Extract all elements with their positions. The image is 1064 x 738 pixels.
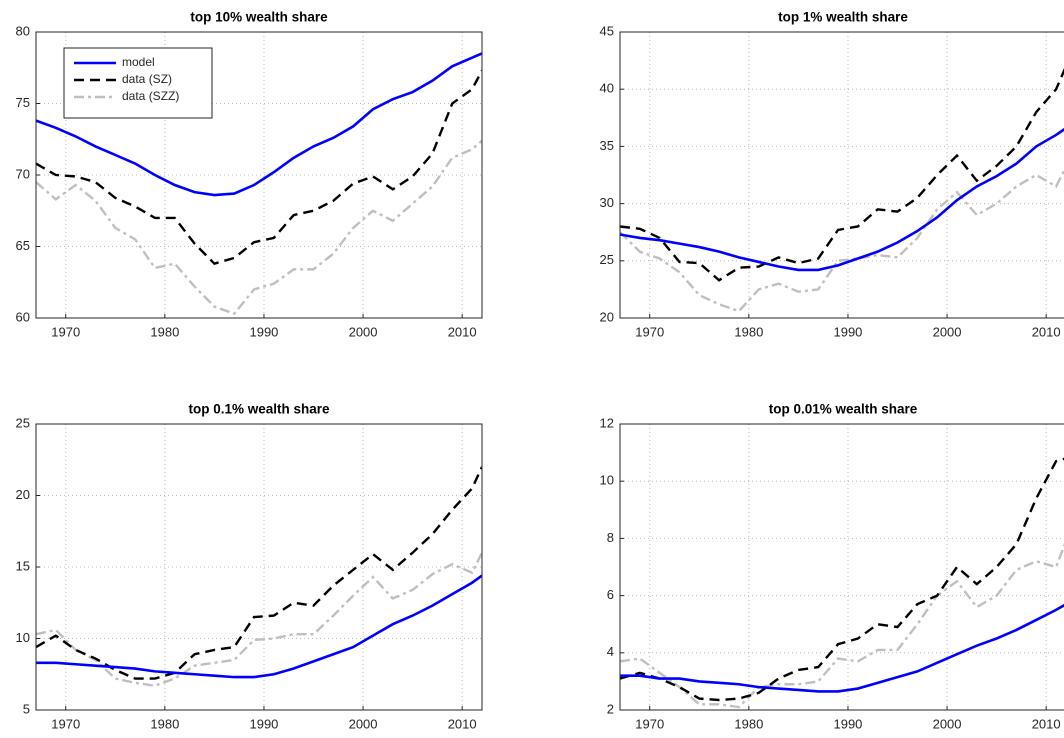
legend-box	[63, 47, 213, 119]
x-tick-label: 2010	[448, 716, 477, 731]
y-tick-label: 20	[16, 487, 30, 502]
x-tick-label: 1980	[150, 324, 179, 339]
panel: top 0.01% wealth share 1970 1980 1990 2000 20…	[600, 402, 1064, 731]
x-tick-label: 2000	[933, 324, 962, 339]
y-tick-label: 2	[607, 701, 614, 716]
panel: top 10% wealth share 1970 1980 1990 2000 2010…	[16, 10, 483, 339]
data-line	[36, 139, 482, 316]
data-line	[620, 168, 1064, 313]
y-tick-label: 12	[600, 415, 614, 430]
lines	[36, 52, 482, 316]
x-tick-label: 2010	[1032, 324, 1061, 339]
plot-area	[620, 424, 1064, 710]
x-tick-label: 1970	[51, 324, 80, 339]
y-tick-label: 5	[23, 701, 30, 716]
y-tick-label: 15	[16, 558, 30, 573]
x-tick-label: 2000	[349, 324, 378, 339]
y-tick-label: 60	[16, 309, 30, 324]
chart-title: top 1% wealth share	[778, 10, 908, 25]
data-line	[36, 52, 482, 197]
plot-area	[36, 424, 482, 710]
axes-frame	[619, 423, 1064, 711]
y-tick-label: 8	[607, 530, 614, 545]
legend-label: model	[122, 55, 155, 69]
y-tick-label: 40	[600, 81, 614, 96]
x-tick-label: 1990	[249, 324, 278, 339]
y-tick-label: 4	[607, 644, 614, 659]
chart-title: top 0.1% wealth share	[188, 402, 330, 417]
axes-frame	[35, 31, 483, 319]
y-tick-label: 65	[16, 238, 30, 253]
lines	[36, 466, 482, 687]
lines	[620, 67, 1064, 313]
plot-area	[620, 32, 1064, 318]
x-tick-label: 2000	[933, 716, 962, 731]
panel: top 1% wealth share 1970 1980 1990 2000 2010 2…	[600, 10, 1064, 339]
x-tick-label: 2000	[349, 716, 378, 731]
y-tick-label: 30	[600, 195, 614, 210]
axes-frame	[619, 31, 1064, 319]
data-line	[620, 457, 1064, 702]
y-tick-label: 10	[16, 630, 30, 645]
legend-label: data (SZ)	[122, 72, 172, 86]
y-tick-label: 10	[600, 473, 614, 488]
chart-title: top 0.01% wealth share	[769, 402, 918, 417]
x-tick-label: 1980	[150, 716, 179, 731]
y-tick-label: 45	[600, 23, 614, 38]
y-tick-label: 6	[607, 587, 614, 602]
x-tick-label: 2010	[1032, 716, 1061, 731]
y-tick-label: 75	[16, 95, 30, 110]
chart-title: top 10% wealth share	[190, 10, 328, 25]
data-line	[620, 543, 1064, 709]
x-tick-label: 1970	[635, 324, 664, 339]
data-line	[620, 67, 1064, 282]
x-tick-label: 1990	[833, 716, 862, 731]
y-tick-label: 20	[600, 309, 614, 324]
x-tick-label: 1970	[51, 716, 80, 731]
y-tick-label: 80	[16, 23, 30, 38]
data-line	[620, 603, 1064, 693]
y-tick-label: 25	[16, 415, 30, 430]
x-tick-label: 2010	[448, 324, 477, 339]
legend-label: data (SZZ)	[122, 89, 179, 103]
y-tick-label: 35	[600, 138, 614, 153]
data-line	[36, 552, 482, 687]
x-tick-label: 1970	[635, 716, 664, 731]
data-line	[36, 574, 482, 679]
data-line	[36, 70, 482, 266]
data-line	[620, 127, 1064, 272]
y-tick-label: 25	[600, 252, 614, 267]
x-tick-label: 1980	[734, 324, 763, 339]
axes-frame	[35, 423, 483, 711]
x-tick-label: 1990	[249, 716, 278, 731]
y-tick-label: 70	[16, 166, 30, 181]
x-tick-label: 1980	[734, 716, 763, 731]
x-tick-label: 1990	[833, 324, 862, 339]
lines	[620, 457, 1064, 709]
